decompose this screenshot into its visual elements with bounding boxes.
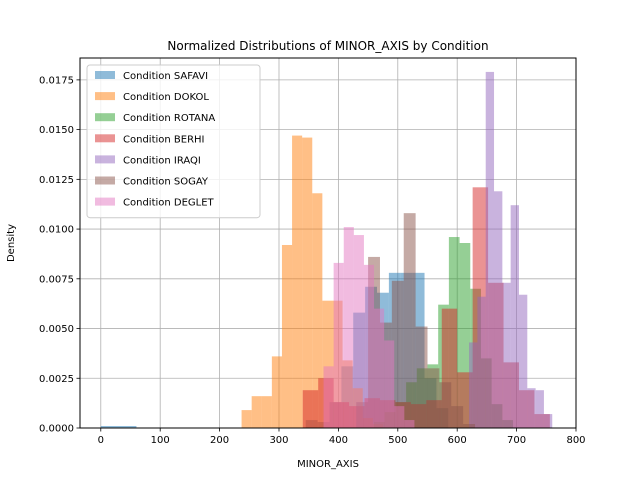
condition-sogay-bar xyxy=(427,368,440,428)
condition-sogay-bar xyxy=(403,213,416,428)
condition-safavi-legend-label: Condition SAFAVI xyxy=(123,71,208,82)
condition-deglet-bar xyxy=(384,340,395,428)
y-tick-label: 0.0025 xyxy=(39,374,74,385)
condition-dokol-bar xyxy=(251,396,262,428)
x-tick-label: 200 xyxy=(210,435,229,446)
condition-deglet-bar xyxy=(404,420,415,428)
condition-dokol-bar xyxy=(281,244,293,428)
y-axis-ticks: 0.0000 0.0025 0.0050 0.0075 0.0100 0.0125 0.01… xyxy=(39,75,80,435)
condition-sogay-legend-swatch xyxy=(95,176,115,185)
condition-berhi-bar xyxy=(302,390,319,428)
y-tick-label: 0.0075 xyxy=(39,274,74,285)
x-tick-label: 800 xyxy=(566,435,585,446)
condition-iraqi-bar xyxy=(543,414,553,428)
condition-deglet-bar xyxy=(363,264,375,428)
condition-dokol-legend-swatch xyxy=(95,92,115,101)
legend-box xyxy=(86,64,261,219)
condition-sogay-legend-label: Condition SOGAY xyxy=(123,177,209,188)
y-tick-label: 0.0100 xyxy=(39,225,74,236)
condition-sogay-bar xyxy=(463,424,476,428)
condition-deglet-bar xyxy=(343,227,354,428)
x-tick-label: 400 xyxy=(329,435,348,446)
condition-safavi-legend-swatch xyxy=(95,71,115,79)
condition-dokol-bar xyxy=(292,135,303,429)
condition-iraqi-bar xyxy=(469,342,478,428)
condition-deglet-bar xyxy=(323,366,334,428)
condition-dokol-bar xyxy=(302,137,313,428)
condition-iraqi-bar xyxy=(477,296,486,428)
y-tick-label: 0.0000 xyxy=(39,424,74,435)
y-axis-label: Density xyxy=(6,224,17,262)
x-tick-label: 100 xyxy=(151,435,170,446)
condition-dokol-bar xyxy=(271,356,282,428)
x-tick-label: 600 xyxy=(448,435,467,446)
condition-deglet-legend-label: Condition DEGLET xyxy=(123,198,215,209)
condition-iraqi-bar xyxy=(502,282,511,428)
condition-dokol-bar xyxy=(261,396,272,428)
condition-dokol-bar xyxy=(241,410,252,428)
condition-dokol-legend-label: Condition DOKOL xyxy=(123,92,209,103)
y-tick-label: 0.0125 xyxy=(39,175,74,186)
condition-dokol-bar xyxy=(312,193,323,428)
condition-iraqi-bar xyxy=(518,294,528,428)
condition-deglet-bar xyxy=(333,262,344,428)
condition-iraqi-legend-label: Condition IRAQI xyxy=(123,155,201,166)
condition-deglet-bar xyxy=(394,406,405,428)
condition-sogay-bar xyxy=(415,326,428,428)
condition-berhi-legend-label: Condition BERHI xyxy=(123,134,205,145)
condition-iraqi-bar xyxy=(527,388,536,428)
condition-sogay-bar xyxy=(391,280,404,428)
condition-deglet-bar xyxy=(374,308,385,428)
chart-title: Normalized Distributions of MINOR_AXIS b… xyxy=(167,39,488,53)
x-tick-label: 500 xyxy=(388,435,407,446)
condition-rotana-bar xyxy=(459,243,471,428)
x-axis-ticks: 0 100 200 300 400 500 600 700 800 xyxy=(98,428,586,446)
condition-iraqi-bar xyxy=(494,191,503,428)
y-tick-label: 0.0050 xyxy=(39,324,74,335)
condition-deglet-bar xyxy=(353,235,364,428)
condition-berhi-legend-swatch xyxy=(95,134,115,143)
condition-iraqi-bar xyxy=(485,71,495,428)
condition-sogay-bar xyxy=(451,406,464,428)
condition-deglet-legend-swatch xyxy=(95,197,115,206)
condition-iraqi-bar xyxy=(535,390,544,428)
condition-rotana-legend-label: Condition ROTANA xyxy=(123,113,215,124)
condition-dokol-bar xyxy=(322,300,333,428)
condition-iraqi-legend-swatch xyxy=(95,155,115,164)
condition-sogay-bar xyxy=(439,382,452,428)
y-tick-label: 0.0150 xyxy=(39,125,74,136)
plot-frame xyxy=(79,57,577,429)
histogram-bars xyxy=(100,71,553,429)
x-tick-label: 300 xyxy=(269,435,288,446)
condition-iraqi-bar xyxy=(510,205,519,428)
y-tick-label: 0.0175 xyxy=(39,75,74,86)
x-tick-label: 700 xyxy=(507,435,526,446)
x-tick-label: 0 xyxy=(98,435,104,446)
legend: Condition SAFAVI Condition DOKOL Condition… xyxy=(86,64,261,219)
condition-safavi-bar xyxy=(100,426,137,428)
x-axis-label: MINOR_AXIS xyxy=(297,459,359,470)
condition-rotana-legend-swatch xyxy=(95,113,115,122)
